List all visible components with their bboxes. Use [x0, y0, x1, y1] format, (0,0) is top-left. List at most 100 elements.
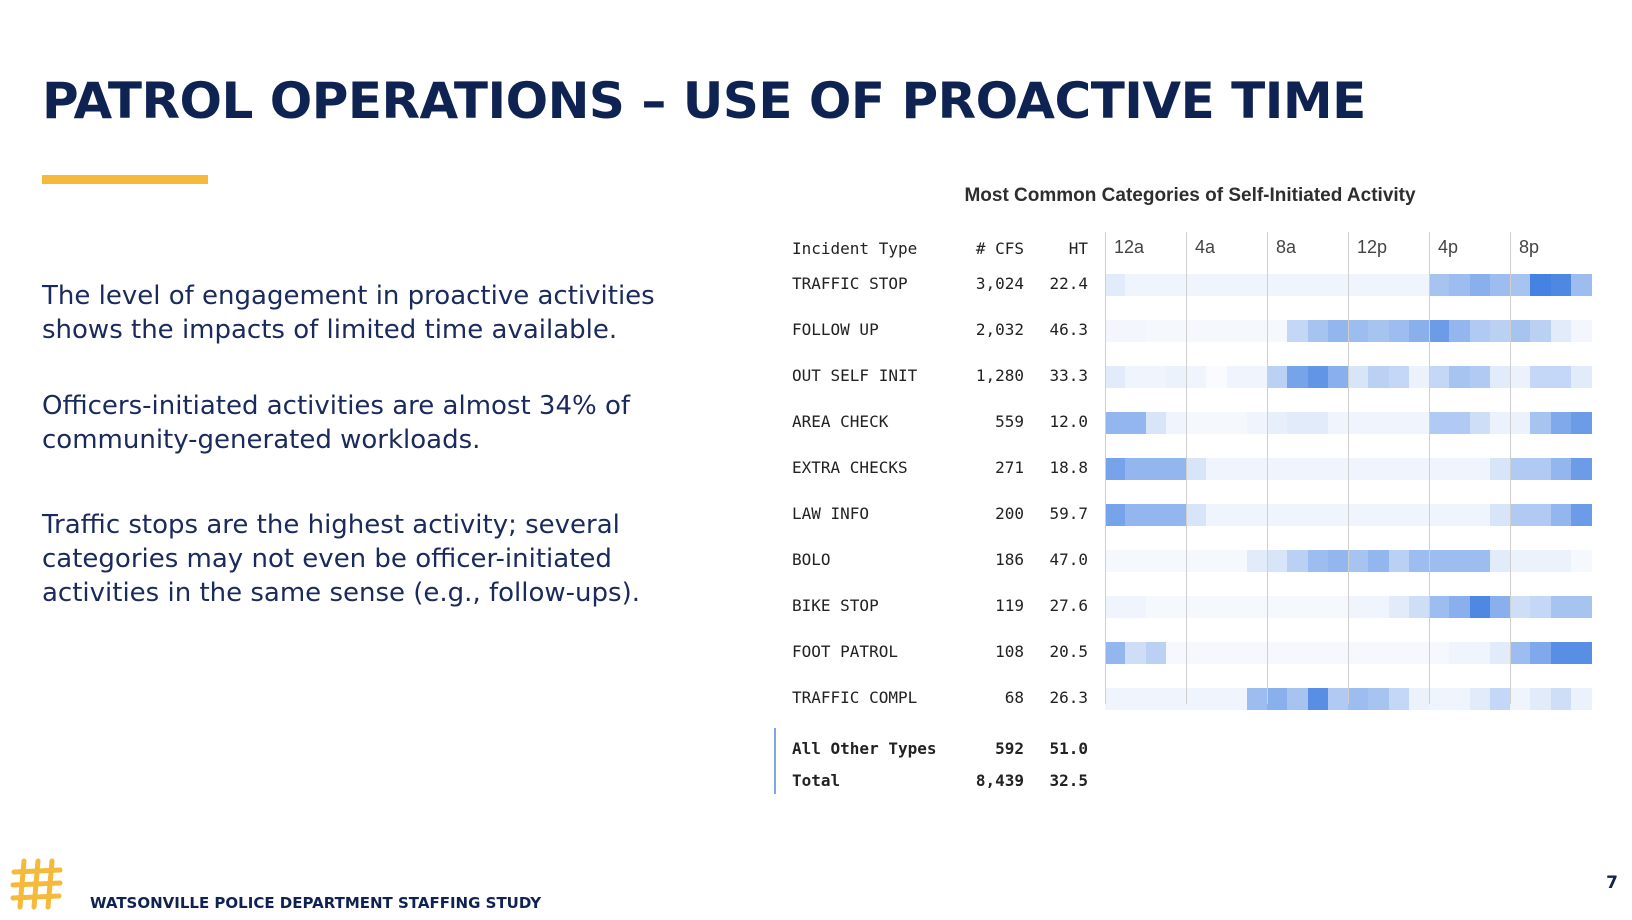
heatmap-cell [1246, 550, 1268, 572]
heatmap-cell [1125, 504, 1147, 526]
heatmap-cell [1368, 366, 1390, 388]
row-handling-time: 59.7 [1049, 504, 1088, 523]
heatmap-cell [1348, 504, 1369, 526]
heatmap-cell [1165, 412, 1187, 434]
heatmap-cell [1246, 412, 1268, 434]
heatmap-cell [1105, 412, 1126, 434]
heatmap-cell [1510, 412, 1531, 434]
heatmap-cell [1449, 688, 1471, 710]
heatmap-cell [1550, 320, 1572, 342]
heatmap-cell [1267, 458, 1288, 480]
heatmap-cell [1145, 366, 1167, 388]
heatmap-cell [1489, 274, 1511, 296]
column-header-cfs: # CFS [975, 239, 1024, 258]
heatmap-cell [1510, 458, 1531, 480]
heatmap-cell [1186, 458, 1207, 480]
heatmap-cell [1307, 550, 1329, 572]
row-cfs-count: 200 [995, 504, 1024, 523]
heatmap-cell [1267, 642, 1288, 664]
heatmap-cell [1206, 458, 1228, 480]
heatmap-cell [1550, 688, 1572, 710]
heatmap-cell [1125, 688, 1147, 710]
row-cfs-count: 68 [1004, 688, 1024, 707]
heatmap-cell [1287, 504, 1309, 526]
heatmap-cell [1165, 504, 1187, 526]
row-cfs-count: 1,280 [975, 366, 1024, 385]
heatmap-cell [1408, 412, 1430, 434]
heatmap-cell [1105, 550, 1126, 572]
heatmap-cell [1429, 366, 1450, 388]
row-incident-type: FOOT PATROL [792, 642, 898, 661]
heatmap-cell [1469, 688, 1491, 710]
chart-title: Most Common Categories of Self-Initiated… [964, 185, 1416, 206]
heatmap-cell [1206, 550, 1228, 572]
heatmap-cell [1327, 274, 1349, 296]
hour-label: 12a [1114, 237, 1145, 257]
heatmap-cell [1105, 688, 1126, 710]
heatmap-cell [1327, 412, 1349, 434]
heatmap-cell [1408, 688, 1430, 710]
heatmap-cell [1489, 550, 1511, 572]
paragraph-officer-initiated: Officers-initiated activities are almost… [42, 391, 631, 455]
row-handling-time: 20.5 [1049, 642, 1088, 661]
heatmap-cell [1489, 412, 1511, 434]
heatmap-cell [1226, 504, 1248, 526]
heatmap-cell [1570, 458, 1592, 480]
heatmap-cell [1226, 596, 1248, 618]
hash-logo-icon [10, 858, 63, 910]
heatmap-cell [1489, 688, 1511, 710]
hour-gridline [1267, 232, 1268, 704]
heatmap-cell [1449, 596, 1471, 618]
heatmap-cell [1469, 458, 1491, 480]
heatmap-cell [1408, 458, 1430, 480]
heatmap-cell [1510, 274, 1531, 296]
heatmap-cell [1267, 412, 1288, 434]
heatmap-cell [1408, 642, 1430, 664]
heatmap-cell [1145, 320, 1167, 342]
heatmap-cell [1510, 320, 1531, 342]
heatmap-cell [1408, 366, 1430, 388]
heatmap-cell [1348, 550, 1369, 572]
heatmap-cell [1469, 412, 1491, 434]
hour-gridline [1186, 232, 1187, 704]
heatmap-cell [1348, 366, 1369, 388]
heatmap-cell [1246, 688, 1268, 710]
heatmap-cell [1125, 274, 1147, 296]
heatmap-cell [1125, 642, 1147, 664]
heatmap-cell [1388, 550, 1410, 572]
heatmap-cell [1145, 642, 1167, 664]
row-handling-time: 33.3 [1049, 366, 1088, 385]
row-handling-time: 47.0 [1049, 550, 1088, 569]
row-incident-type: OUT SELF INIT [792, 366, 918, 385]
summary-cfs-count: 8,439 [975, 771, 1024, 790]
heatmap-cell [1287, 596, 1309, 618]
row-handling-time: 18.8 [1049, 458, 1088, 477]
heatmap-cell [1368, 550, 1390, 572]
heatmap-cell [1570, 274, 1592, 296]
heatmap-cell [1226, 642, 1248, 664]
heatmap-cell [1125, 412, 1147, 434]
heatmap-cell [1510, 642, 1531, 664]
heatmap-cell [1550, 366, 1572, 388]
heatmap-cell [1489, 596, 1511, 618]
heatmap-cell [1145, 274, 1167, 296]
row-cfs-count: 2,032 [975, 320, 1024, 339]
heatmap-cell [1327, 320, 1349, 342]
heatmap-cell [1368, 274, 1390, 296]
heatmap-cell [1327, 642, 1349, 664]
heatmap-cell [1307, 596, 1329, 618]
heatmap-cell [1429, 688, 1450, 710]
heatmap-cell [1186, 550, 1207, 572]
row-handling-time: 12.0 [1049, 412, 1088, 431]
heatmap-cell [1206, 320, 1228, 342]
heatmap-cell [1368, 504, 1390, 526]
heatmap-cell [1267, 504, 1288, 526]
heatmap-cell [1429, 458, 1450, 480]
heatmap-cell [1307, 274, 1329, 296]
heatmap-cell [1307, 642, 1329, 664]
heatmap-cell [1550, 458, 1572, 480]
heatmap-cell [1429, 504, 1450, 526]
heatmap-cell [1307, 412, 1329, 434]
heatmap-cell [1388, 504, 1410, 526]
heatmap-cell [1570, 550, 1592, 572]
